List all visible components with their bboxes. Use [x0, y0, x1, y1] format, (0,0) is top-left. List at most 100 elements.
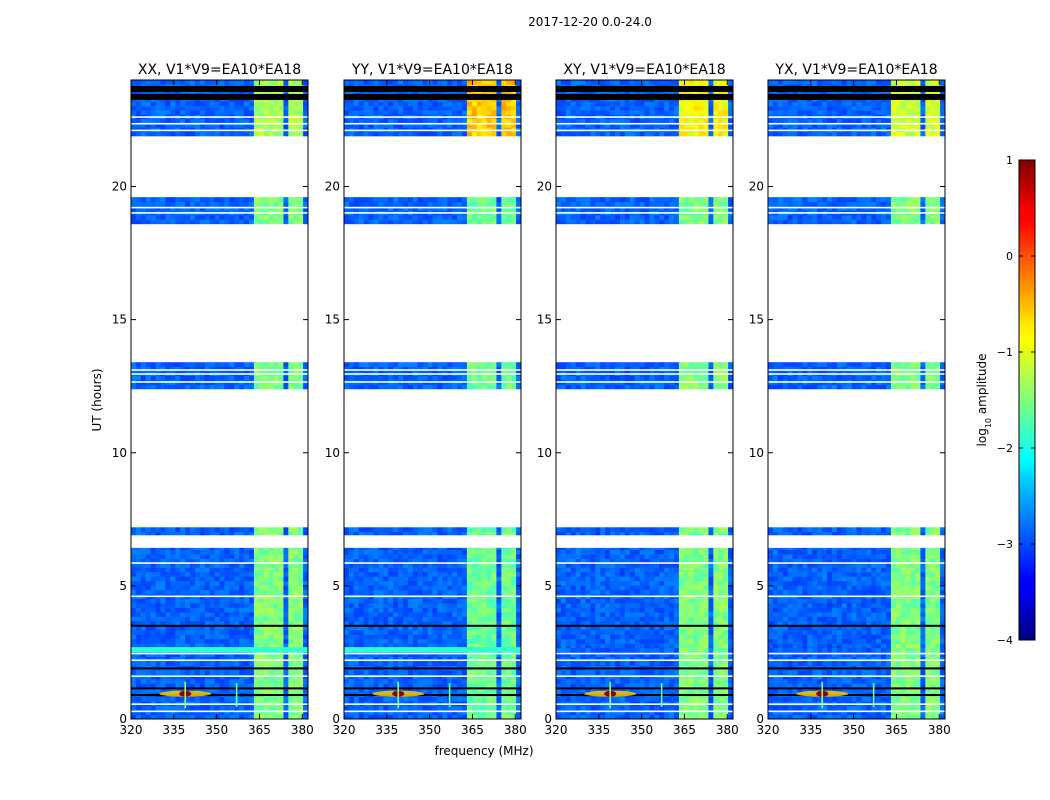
heatmap-cell	[491, 384, 497, 390]
heatmap-cell	[253, 131, 260, 137]
heatmap-cell	[462, 362, 468, 368]
heatmap-cell	[234, 375, 240, 381]
heatmap-cell	[131, 687, 137, 693]
heatmap-cell	[516, 562, 522, 568]
heatmap-cell	[185, 366, 191, 372]
heatmap-cell	[491, 616, 497, 622]
heatmap-cell	[516, 607, 522, 613]
heatmap-cell	[486, 558, 492, 564]
heatmap-cell	[194, 214, 201, 220]
heatmap-cell	[476, 219, 483, 225]
heatmap-cell	[140, 558, 147, 564]
heatmap-cell	[447, 531, 453, 537]
heatmap-cell	[303, 201, 309, 207]
heatmap-cell	[427, 554, 433, 559]
heatmap-cell	[516, 576, 522, 582]
heatmap-cell	[278, 598, 284, 604]
heatmap-cell	[239, 123, 245, 128]
heatmap-cell	[417, 687, 424, 693]
heatmap-cell	[481, 384, 487, 390]
heatmap-cell	[249, 629, 255, 635]
heatmap-cell	[288, 683, 294, 689]
heatmap-cell	[403, 638, 409, 644]
heatmap-cell	[273, 527, 279, 533]
heatmap-cell	[358, 562, 365, 568]
heatmap-cell	[452, 705, 458, 711]
heatmap-cell	[293, 620, 299, 626]
heatmap-cell	[427, 625, 433, 631]
heatmap-cell	[190, 616, 196, 622]
heatmap-cell	[160, 123, 166, 128]
heatmap-cell	[219, 123, 225, 128]
heatmap-cell	[486, 576, 492, 582]
heatmap-cell	[373, 705, 379, 711]
heatmap-cell	[378, 710, 384, 715]
heatmap-cell	[140, 683, 147, 689]
heatmap-cell	[471, 562, 478, 568]
heatmap-cell	[506, 616, 512, 622]
heatmap-cell	[239, 634, 245, 640]
heatmap-cell	[368, 558, 374, 564]
heatmap-cell	[155, 571, 161, 577]
heatmap-cell	[383, 101, 389, 107]
heatmap-cell	[383, 554, 389, 559]
heatmap-cell	[278, 219, 284, 225]
heatmap-cell	[293, 616, 299, 622]
heatmap-cell	[204, 375, 211, 381]
heatmap-cell	[417, 531, 424, 537]
heatmap-cell	[229, 123, 235, 128]
heatmap-cell	[239, 661, 245, 666]
heatmap-cell	[344, 110, 350, 115]
heatmap-cell	[496, 562, 502, 568]
heatmap-cell	[378, 558, 384, 564]
heatmap-cell	[393, 714, 399, 720]
heatmap-cell	[496, 366, 502, 372]
heatmap-cell	[283, 612, 289, 617]
heatmap-cell	[393, 554, 399, 559]
heatmap-cell	[234, 131, 240, 137]
heatmap-cell	[175, 687, 181, 693]
heatmap-cell	[422, 197, 428, 202]
heatmap-cell	[214, 123, 220, 128]
heatmap-cell	[263, 710, 270, 715]
heatmap-cell	[263, 131, 270, 137]
heatmap-cell	[145, 603, 152, 608]
heatmap-cell	[388, 643, 394, 649]
heatmap-cell	[155, 669, 161, 675]
heatmap-cell	[145, 616, 152, 622]
heatmap-cell	[427, 616, 433, 622]
heatmap-cell	[214, 131, 220, 137]
heatmap-cell	[298, 362, 304, 368]
heatmap-cell	[403, 375, 409, 381]
heatmap-cell	[234, 80, 240, 85]
heatmap-cell	[204, 696, 211, 702]
heatmap-cell	[476, 101, 483, 107]
heatmap-cell	[234, 678, 240, 684]
heatmap-cell	[383, 366, 389, 372]
heatmap-cell	[442, 214, 448, 220]
heatmap-cell	[486, 598, 492, 604]
heatmap-cell	[229, 643, 235, 649]
heatmap-cell	[165, 687, 171, 693]
heatmap-cell	[268, 580, 274, 586]
heatmap-cell	[462, 678, 468, 684]
heatmap-cell	[481, 366, 487, 372]
heatmap-cell	[219, 638, 225, 644]
heatmap-cell	[298, 554, 304, 559]
heatmap-cell	[447, 197, 453, 202]
heatmap-cell	[437, 638, 443, 644]
heatmap-cell	[437, 554, 443, 559]
heatmap-cell	[457, 527, 463, 533]
heatmap-cell	[388, 652, 394, 657]
heatmap-cell	[199, 656, 206, 662]
heatmap-cell	[298, 118, 304, 124]
heatmap-cell	[204, 80, 211, 85]
heatmap-cell	[224, 612, 230, 617]
heatmap-cell	[476, 714, 483, 720]
heatmap-cell	[442, 612, 448, 617]
heatmap-cell	[194, 603, 201, 608]
heatmap-cell	[427, 661, 433, 666]
heatmap-cell	[234, 714, 240, 720]
heatmap-cell	[486, 616, 492, 622]
heatmap-cell	[234, 123, 240, 128]
